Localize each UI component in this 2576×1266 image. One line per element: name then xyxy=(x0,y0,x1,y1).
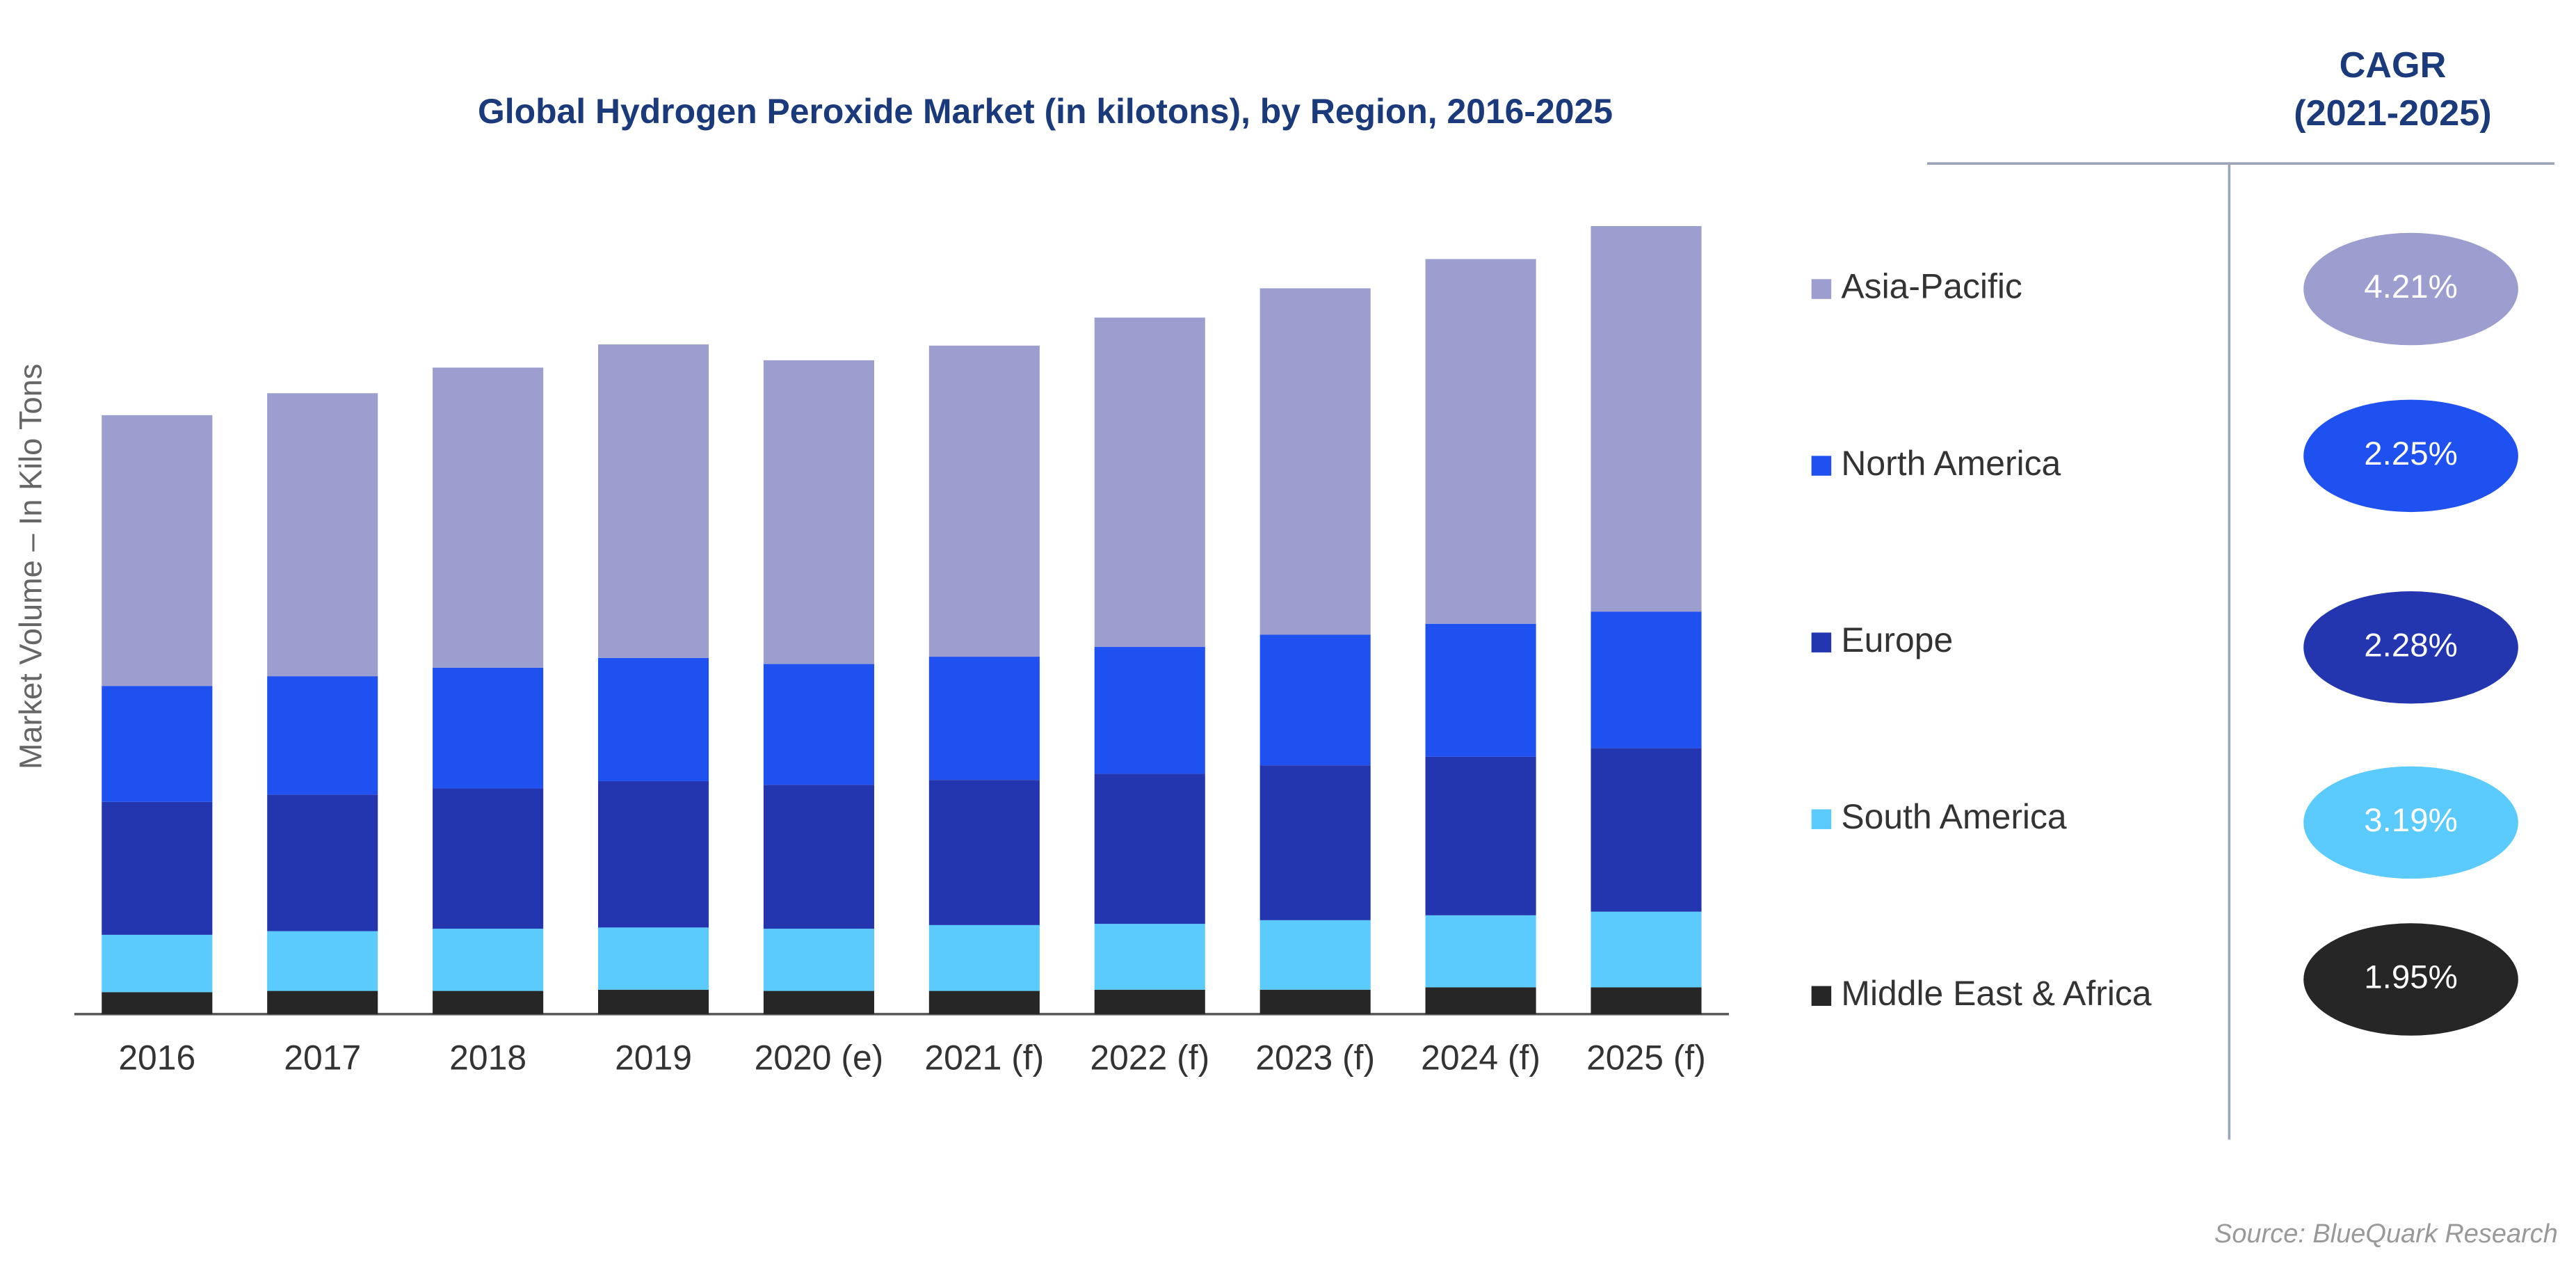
bar-segment xyxy=(1591,911,1702,988)
bar-segment xyxy=(1591,748,1702,912)
x-tick-label: 2019 xyxy=(615,1039,692,1077)
bar-segment xyxy=(1094,774,1205,924)
bar-segment xyxy=(928,657,1040,780)
bar-segment xyxy=(763,785,874,929)
bar-segment xyxy=(763,929,874,991)
legend-label: Middle East & Africa xyxy=(1841,974,2151,1013)
bar-segment xyxy=(597,780,709,928)
cagr-badge xyxy=(2303,399,2518,513)
bar-segment xyxy=(1591,611,1702,748)
legend-label: North America xyxy=(1841,444,2061,483)
bar-segment xyxy=(102,934,213,993)
x-tick-label: 2017 xyxy=(284,1039,361,1077)
chart-title: Global Hydrogen Peroxide Market (in kilo… xyxy=(478,92,1613,131)
bar-segment xyxy=(1425,915,1536,988)
cagr-title: (2021-2025) xyxy=(2294,93,2492,134)
legend-label: Asia-Pacific xyxy=(1841,267,2022,306)
bar-segment xyxy=(267,676,378,795)
legend-swatch xyxy=(1811,986,1832,1007)
bar-segment xyxy=(1094,924,1205,990)
bar-segment xyxy=(928,991,1040,1014)
x-tick-label: 2023 (f) xyxy=(1255,1039,1375,1077)
bar-segment xyxy=(433,367,544,668)
legend-swatch xyxy=(1811,809,1832,829)
x-tick-label: 2018 xyxy=(449,1039,526,1077)
x-tick-label: 2025 (f) xyxy=(1586,1039,1706,1077)
bar-segment xyxy=(763,360,874,664)
bar-segment xyxy=(1425,987,1536,1014)
bar-segment xyxy=(1259,634,1371,766)
bar-segment xyxy=(597,927,709,990)
cagr-badge xyxy=(2303,766,2518,879)
legend-swatch xyxy=(1811,279,1832,299)
bar-segment xyxy=(928,345,1040,657)
cagr-badge xyxy=(2303,232,2518,346)
y-axis-label: Market Volume – In Kilo Tons xyxy=(13,364,48,769)
bar-segment xyxy=(433,667,544,789)
bar-segment xyxy=(928,780,1040,925)
bar-segment xyxy=(267,991,378,1014)
bar-segment xyxy=(102,801,213,935)
bar-segment xyxy=(763,991,874,1014)
cagr-label: 3.19% xyxy=(2364,802,2458,839)
bar-segment xyxy=(597,989,709,1014)
x-tick-label: 2016 xyxy=(118,1039,195,1077)
bar-segment xyxy=(597,344,709,658)
legend-label: South America xyxy=(1841,797,2067,836)
bar-segment xyxy=(433,788,544,929)
legend-label: Europe xyxy=(1841,620,1953,659)
legend-swatch xyxy=(1811,632,1832,652)
bar-segment xyxy=(267,393,378,677)
bar-segment xyxy=(1094,989,1205,1014)
x-tick-label: 2024 (f) xyxy=(1421,1039,1540,1077)
bar-segment xyxy=(1094,647,1205,774)
bar-segment xyxy=(1591,226,1702,612)
x-tick-label: 2020 (e) xyxy=(755,1039,884,1077)
bar-segment xyxy=(102,992,213,1014)
bar-segment xyxy=(1425,756,1536,915)
bar-segment xyxy=(1259,765,1371,920)
bar-segment xyxy=(1259,989,1371,1014)
x-tick-label: 2021 (f) xyxy=(924,1039,1044,1077)
bar-segment xyxy=(433,991,544,1014)
bar-segment xyxy=(1425,259,1536,624)
cagr-label: 4.21% xyxy=(2364,269,2458,305)
bar-segment xyxy=(267,931,378,991)
cagr-label: 2.28% xyxy=(2364,627,2458,664)
bar-segment xyxy=(928,924,1040,991)
bar-segment xyxy=(433,929,544,991)
source: Source: BlueQuark Research xyxy=(2214,1219,2558,1249)
cagr-badge xyxy=(2303,923,2518,1036)
cagr-badge xyxy=(2303,591,2518,704)
bar-segment xyxy=(1425,623,1536,757)
bar-segment xyxy=(267,794,378,931)
bar-segment xyxy=(1591,987,1702,1014)
cagr-label: 2.25% xyxy=(2364,435,2458,472)
bar-segment xyxy=(1259,920,1371,990)
x-tick-label: 2022 (f) xyxy=(1090,1039,1209,1077)
cagr-title: CAGR xyxy=(2340,45,2447,86)
cagr-label: 1.95% xyxy=(2364,959,2458,996)
legend-swatch xyxy=(1811,456,1832,476)
bar-segment xyxy=(102,686,213,802)
bar-segment xyxy=(1259,288,1371,635)
bar-segment xyxy=(597,657,709,781)
bar-segment xyxy=(1094,317,1205,648)
bar-segment xyxy=(763,664,874,785)
bar-segment xyxy=(102,415,213,687)
